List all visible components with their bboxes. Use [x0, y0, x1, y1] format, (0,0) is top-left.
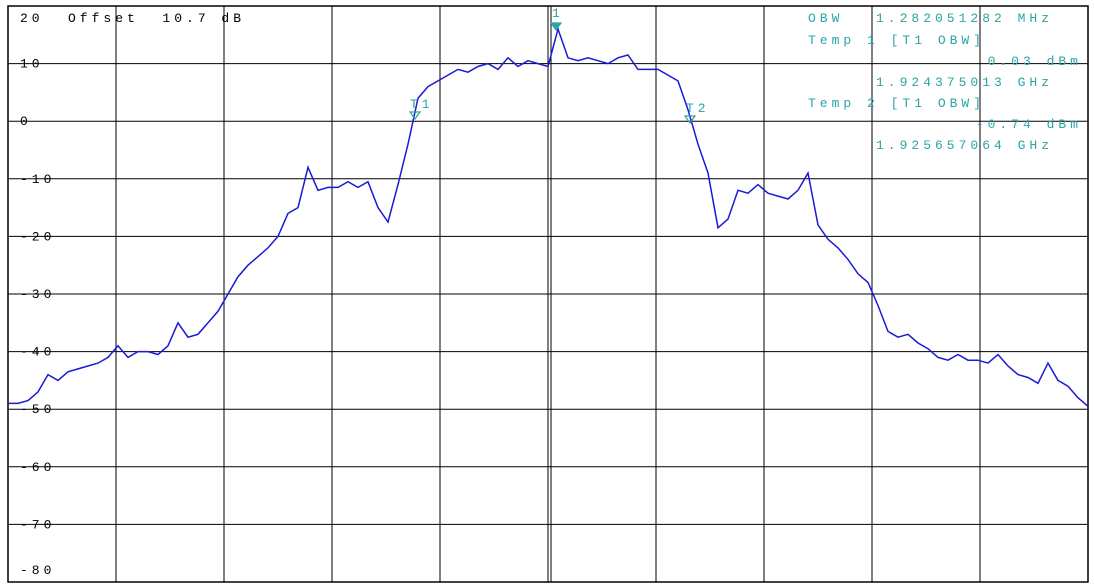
- y-tick-label: -30: [20, 287, 55, 302]
- y-tick-label: -50: [20, 402, 55, 417]
- offset-label: Offset 10.7 dB: [68, 11, 245, 26]
- y-tick-label: 20: [20, 11, 44, 26]
- marker-label: 1: [552, 6, 564, 21]
- readout-line: Temp 2 [T1 OBW]: [808, 96, 985, 111]
- y-tick-label: -70: [20, 517, 55, 532]
- readout-line: -0.74 dBm: [976, 117, 1082, 132]
- y-tick-label: -10: [20, 172, 55, 187]
- marker-label: T1: [410, 97, 434, 112]
- y-tick-label: -60: [20, 460, 55, 475]
- readout-line: 1.282051282 MHz: [876, 11, 1053, 26]
- readout-line: 0.03 dBm: [988, 54, 1082, 69]
- readout-line: 1.924375013 GHz: [876, 75, 1053, 90]
- readout-line: 1.925657064 GHz: [876, 138, 1053, 153]
- readout-line: Temp 1 [T1 OBW]: [808, 33, 985, 48]
- y-tick-label: -80: [20, 563, 55, 578]
- y-tick-label: 10: [20, 57, 44, 72]
- marker-triangle: [683, 115, 697, 125]
- marker-triangle: [408, 111, 422, 121]
- marker-label: T2: [686, 101, 710, 116]
- readout-line: OBW: [808, 11, 843, 26]
- y-tick-label: -40: [20, 345, 55, 360]
- y-tick-label: -20: [20, 229, 55, 244]
- trace: [8, 26, 1089, 407]
- marker-triangle: [549, 22, 563, 32]
- y-tick-label: 0: [20, 114, 32, 129]
